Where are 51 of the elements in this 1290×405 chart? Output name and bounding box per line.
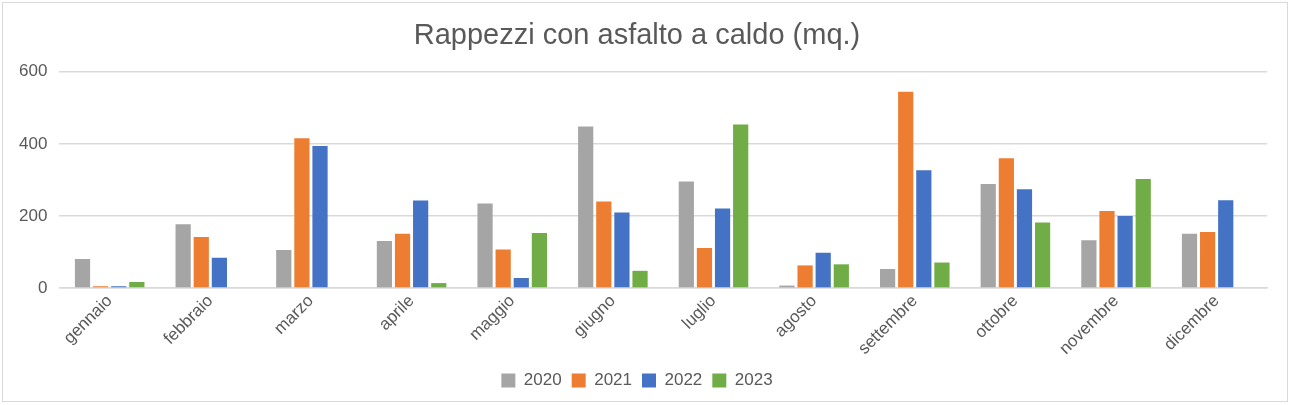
- bar: [815, 252, 831, 288]
- bar: [1181, 233, 1198, 288]
- bar: [312, 146, 328, 288]
- bar: [596, 201, 612, 288]
- bar: [1135, 178, 1151, 288]
- y-tick-label: 400: [18, 133, 48, 153]
- bar: [394, 233, 411, 288]
- bar: [513, 278, 529, 288]
- bar: [833, 264, 849, 288]
- legend-label: 2020: [523, 370, 562, 390]
- bar: [733, 124, 749, 288]
- bar: [175, 224, 191, 288]
- bar: [980, 183, 996, 288]
- bar: [934, 262, 950, 288]
- bar: [578, 126, 594, 288]
- bar: [696, 248, 713, 288]
- bar: [211, 257, 227, 288]
- bar: [431, 283, 447, 288]
- bar: [632, 270, 648, 288]
- bar: [714, 208, 731, 288]
- bar: [916, 170, 932, 288]
- bar: [1016, 189, 1033, 288]
- bar: [1099, 210, 1115, 288]
- bar: [531, 232, 548, 288]
- bar: [376, 240, 393, 288]
- y-tick-label: 0: [37, 277, 48, 297]
- bar: [477, 203, 493, 288]
- bar: [1200, 231, 1216, 288]
- bar: [998, 158, 1014, 288]
- bar: [413, 200, 429, 288]
- chart-title: Rappezzi con asfalto a caldo (mq.): [413, 18, 861, 51]
- bar: [276, 249, 292, 288]
- bar: [74, 258, 91, 288]
- bar: [678, 181, 694, 288]
- y-tick-label: 600: [18, 61, 48, 81]
- bar: [797, 265, 813, 288]
- bar: [495, 249, 511, 288]
- bar: [1034, 222, 1051, 288]
- bar: [898, 91, 914, 288]
- bar: [1218, 200, 1234, 288]
- bar: [614, 212, 630, 288]
- bar: [129, 281, 145, 288]
- bar: [294, 138, 310, 288]
- legend-label: 2022: [664, 370, 703, 390]
- legend-label: 2021: [594, 370, 633, 390]
- y-tick-label: 200: [18, 205, 48, 225]
- bar: [1117, 216, 1133, 288]
- bar: [1081, 240, 1097, 288]
- bar: [879, 269, 896, 288]
- bar: [193, 236, 209, 288]
- legend-label: 2023: [734, 370, 773, 390]
